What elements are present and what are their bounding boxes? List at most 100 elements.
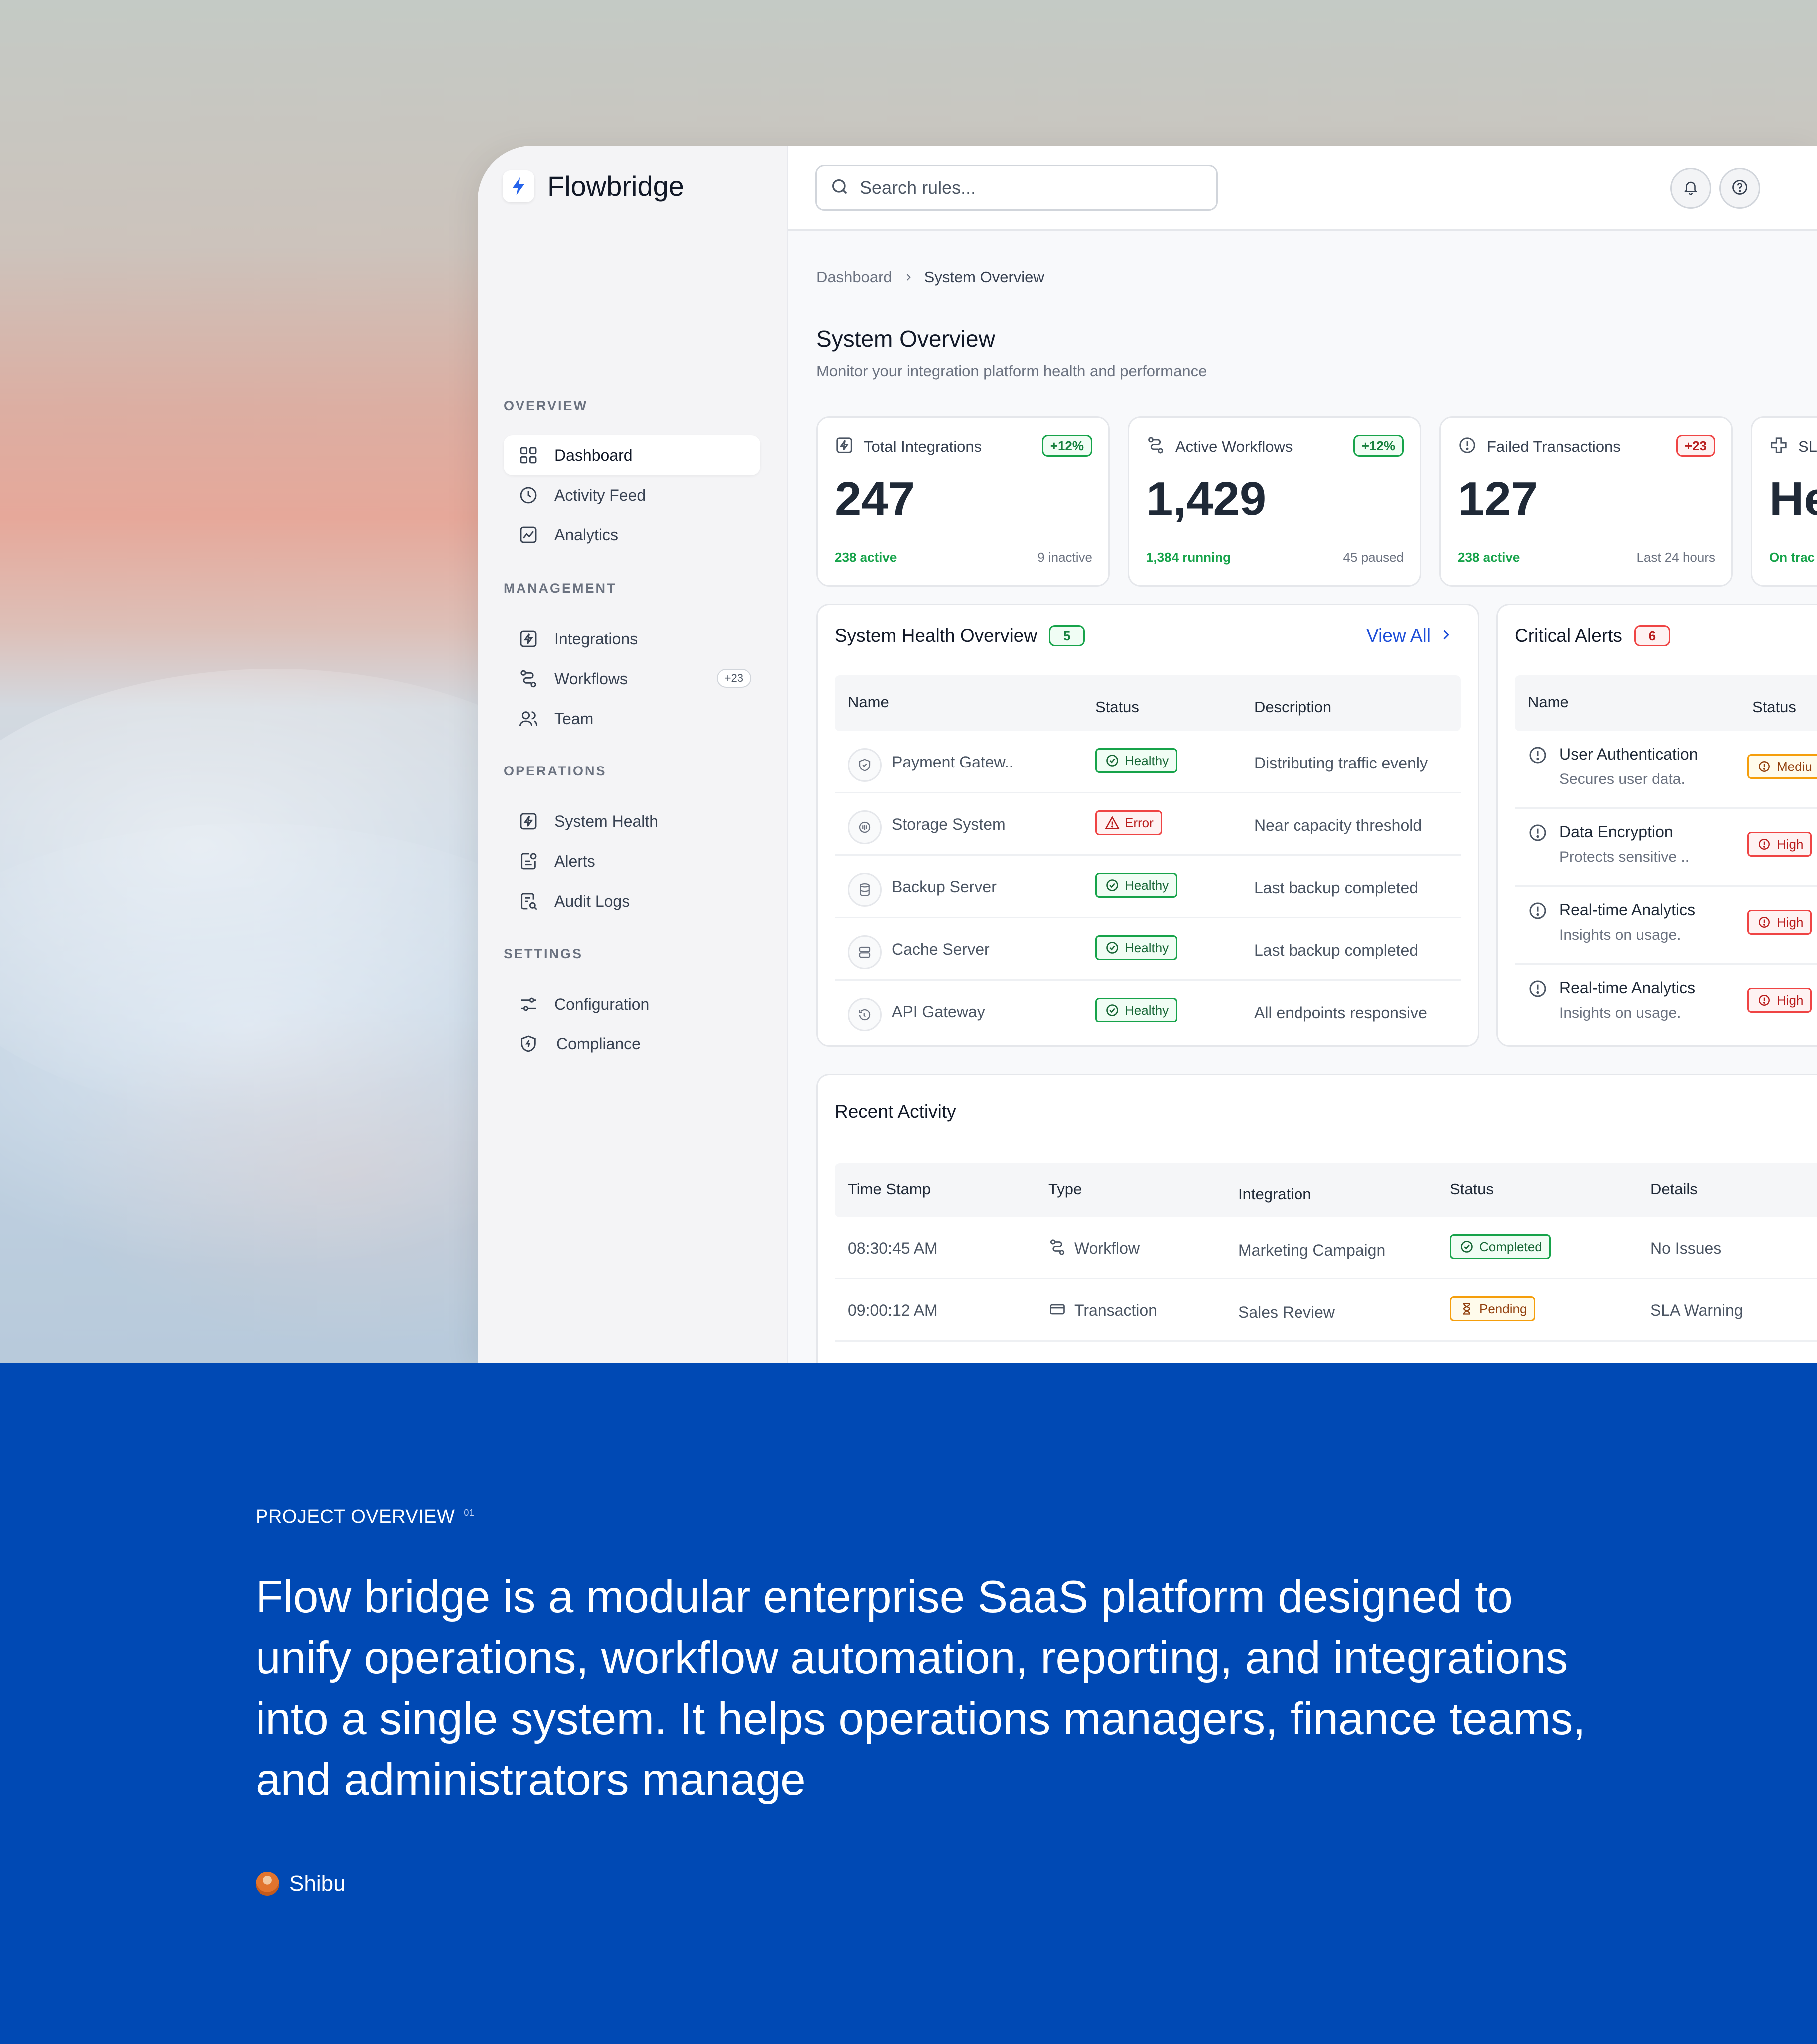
system-health-title: System Health Overview [835, 625, 1038, 646]
bolt-square-icon [518, 628, 539, 650]
alert-circle-icon [1756, 758, 1773, 775]
card-icon [1048, 1300, 1066, 1321]
author[interactable]: Shibu [256, 1871, 346, 1896]
column-header-status: Status [1752, 698, 1796, 716]
audit-doc-icon [518, 890, 539, 912]
eyebrow-label: PROJECT OVERVIEW [256, 1506, 455, 1527]
project-description: Flow bridge is a modular enterprise SaaS… [256, 1572, 1586, 1805]
bolt-logo-icon [503, 170, 534, 202]
storage-icon [848, 810, 882, 844]
shield-icon [518, 1033, 539, 1055]
status-badge: Completed [1450, 1234, 1551, 1259]
severity-label: Mediu [1777, 759, 1812, 774]
table-row[interactable]: Payment Gatew.. Healthy Distributing tra… [835, 731, 1461, 793]
brand-name: Flowbridge [547, 170, 684, 202]
stat-card-sla[interactable]: SL He On trac [1751, 416, 1817, 587]
critical-alerts-panel: Critical Alerts 6 Name Status User Authe… [1496, 604, 1817, 1047]
sidebar-item-label: Activity Feed [554, 486, 646, 504]
table-row[interactable]: 08:30:45 AM Workflow Marketing Campaign … [835, 1217, 1817, 1279]
view-all-label: View All [1366, 625, 1431, 646]
status-label: Pending [1479, 1301, 1527, 1316]
table-row[interactable]: Storage System Error Near capacity thres… [835, 793, 1461, 856]
status-badge: Pending [1450, 1296, 1536, 1321]
critical-alerts-title: Critical Alerts [1515, 625, 1622, 646]
view-all-link[interactable]: View All [1366, 625, 1453, 646]
severity-label: High [1777, 836, 1804, 852]
stat-secondary-note: 45 paused [1343, 550, 1404, 565]
status-badge: Error [1095, 810, 1162, 835]
sidebar-item-audit-logs[interactable]: Audit Logs [504, 881, 760, 921]
column-header-name: Name [1528, 693, 1569, 711]
status-label: Healthy [1125, 877, 1169, 893]
health-count-badge: 5 [1049, 625, 1085, 646]
gateway-icon [848, 998, 882, 1031]
help-button[interactable] [1719, 168, 1760, 209]
sidebar-item-alerts[interactable]: Alerts [504, 841, 760, 881]
table-row[interactable]: Backup Server Healthy Last backup comple… [835, 856, 1461, 918]
sidebar-item-workflows[interactable]: Workflows +23 [504, 659, 760, 699]
sidebar-item-label: Configuration [554, 995, 650, 1013]
recent-activity-panel: Recent Activity Time Stamp Type Integrat… [816, 1074, 1817, 1363]
activity-time: 09:00:12 AM [848, 1301, 938, 1319]
column-header-details: Details [1650, 1180, 1698, 1198]
chart-icon [518, 524, 539, 546]
chevron-right-icon [1439, 625, 1453, 646]
column-header-name: Name [848, 693, 889, 711]
activity-type: Transaction [1074, 1301, 1157, 1319]
table-row[interactable]: 09:00:12 AM Transaction Sales Review Pen… [835, 1279, 1817, 1342]
table-row[interactable]: Cache Server Healthy Last backup complet… [835, 918, 1461, 981]
sidebar-item-dashboard[interactable]: Dashboard [504, 435, 760, 475]
system-name: Storage System [892, 815, 1006, 833]
sidebar-item-system-health[interactable]: System Health [504, 801, 760, 841]
app-window: Flowbridge OVERVIEW Dashboard Activity F… [478, 146, 1817, 1363]
status-label: Healthy [1125, 940, 1169, 955]
system-description: Last backup completed [1254, 879, 1419, 897]
hourglass-icon [1458, 1300, 1475, 1317]
sidebar-item-compliance[interactable]: Compliance [504, 1024, 760, 1064]
search-input[interactable]: Search rules... [815, 165, 1218, 211]
alert-circle-icon [1458, 436, 1477, 457]
stat-card-total-integrations[interactable]: Total Integrations +12% 247 238 active 9… [816, 416, 1110, 587]
check-circle-icon [1104, 877, 1121, 894]
breadcrumb-parent[interactable]: Dashboard [816, 268, 892, 286]
activity-integration: Sales Review [1238, 1303, 1335, 1321]
sidebar-item-label: System Health [554, 812, 659, 830]
stat-card-failed-transactions[interactable]: Failed Transactions +23 127 238 active L… [1439, 416, 1733, 587]
table-row[interactable]: API Gateway Healthy All endpoints respon… [835, 981, 1461, 1043]
check-circle-icon [1104, 1002, 1121, 1019]
page-title: System Overview [816, 326, 995, 352]
alert-circle-icon [1756, 992, 1773, 1009]
system-name: API Gateway [892, 1003, 985, 1021]
stat-value: 1,429 [1146, 472, 1267, 525]
alert-row[interactable]: Real-time Analytics Insights on usage. H… [1515, 965, 1817, 1042]
sidebar-item-team[interactable]: Team [504, 699, 760, 739]
sidebar-item-configuration[interactable]: Configuration [504, 984, 760, 1024]
stat-title: Active Workflows [1175, 437, 1293, 455]
sidebar-item-integrations[interactable]: Integrations [504, 619, 760, 659]
stat-change-badge: +12% [1041, 435, 1092, 457]
stat-primary-note: On trac [1769, 550, 1815, 565]
sidebar-item-activity-feed[interactable]: Activity Feed [504, 475, 760, 515]
alert-row[interactable]: Data Encryption Protects sensitive .. Hi… [1515, 809, 1817, 887]
alert-circle-icon [1528, 979, 1548, 1001]
alert-circle-icon [1756, 914, 1773, 931]
system-name: Backup Server [892, 878, 997, 896]
brand[interactable]: Flowbridge [503, 170, 684, 202]
check-circle-icon [1104, 939, 1121, 956]
stat-title: Failed Transactions [1487, 437, 1621, 455]
main-content: Dashboard System Overview System Overvie… [788, 231, 1817, 1363]
sidebar-item-label: Audit Logs [554, 892, 630, 910]
alert-circle-icon [1756, 836, 1773, 853]
alert-row[interactable]: Real-time Analytics Insights on usage. H… [1515, 887, 1817, 965]
notifications-button[interactable] [1670, 168, 1711, 209]
stat-secondary-note: 9 inactive [1038, 550, 1092, 565]
status-badge: Healthy [1095, 935, 1178, 960]
stat-card-active-workflows[interactable]: Active Workflows +12% 1,429 1,384 runnin… [1128, 416, 1421, 587]
alert-doc-icon [518, 850, 539, 872]
alert-row[interactable]: User Authentication Secures user data. M… [1515, 731, 1817, 809]
sidebar-item-analytics[interactable]: Analytics [504, 515, 760, 555]
check-circle-icon [1458, 1238, 1475, 1255]
table-header: Name Status Description [835, 675, 1461, 731]
system-description: Distributing traffic evenly [1254, 754, 1428, 772]
stat-value: 127 [1458, 472, 1538, 525]
